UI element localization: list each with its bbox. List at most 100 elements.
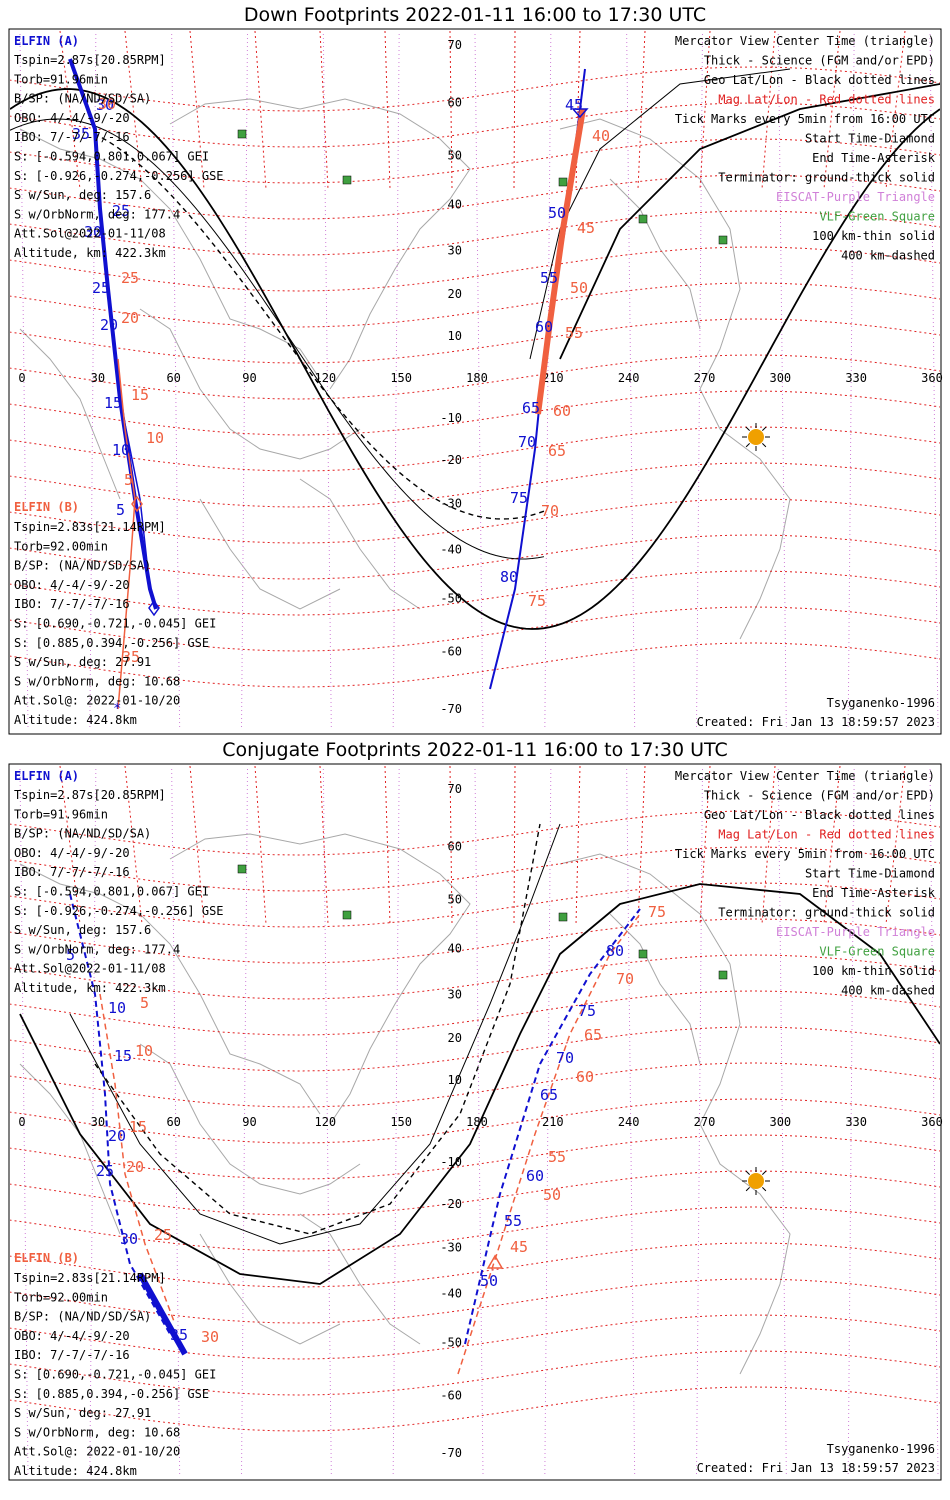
- longitude-tick-label: 210: [542, 1115, 564, 1129]
- elfin-a-time-tick: 20: [100, 316, 118, 334]
- longitude-tick-label: 180: [466, 1115, 488, 1129]
- elfin-b-track: [457, 913, 641, 1375]
- geo-longitude-line: [19, 768, 29, 1476]
- elfin-a-time-tick: 5: [66, 946, 75, 964]
- mag-latitude-line: [10, 102, 940, 148]
- mag-longitude-line: [384, 765, 391, 925]
- longitude-tick-label: 360: [921, 1115, 943, 1129]
- longitude-tick-label: 330: [845, 371, 867, 385]
- longitude-tick-label: 210: [542, 371, 564, 385]
- mag-latitude-line: [10, 498, 940, 544]
- longitude-tick-label: 120: [314, 371, 336, 385]
- legend-item: Tick Marks every 5min from 16:00 UTC: [675, 112, 935, 126]
- elfin-a-time-tick: 70: [556, 1049, 574, 1067]
- elfin-b-info-line: B/SP: (NA/ND/SD/SA): [14, 1310, 151, 1324]
- geo-longitude-line: [696, 768, 703, 1476]
- vlf-station-square: [237, 129, 247, 139]
- legend-item: Mercator View Center Time (triangle): [675, 34, 935, 48]
- mag-longitude-line: [189, 30, 205, 190]
- sun-icon: [742, 423, 770, 451]
- elfin-a-info-line: S: [-0.594,0.801,0.067] GEI: [14, 885, 209, 899]
- elfin-b-info-line: Att.Sol@: 2022-01-10/20: [14, 694, 180, 708]
- elfin-b-time-tick: 55: [548, 1148, 566, 1166]
- elfin-b-title: ELFIN (B): [14, 500, 79, 514]
- mag-longitude-line: [513, 30, 516, 190]
- panel-frame: [8, 28, 942, 735]
- elfin-a-time-tick: 10: [108, 999, 126, 1017]
- mag-longitude-line: [699, 30, 711, 190]
- map-area: [10, 30, 940, 730]
- mag-longitude-line: [59, 30, 81, 190]
- mag-longitude-line: [59, 765, 81, 925]
- legend-item: Terminator: ground-thick solid: [718, 171, 935, 185]
- latitude-tick-label: -70: [440, 702, 462, 716]
- legend-item: VLF-Green Square: [819, 945, 935, 959]
- mag-latitude-line: [10, 1242, 940, 1288]
- legend-item: Geo Lat/Lon - Black dotted lines: [704, 73, 935, 87]
- mag-longitude-line: [761, 765, 776, 925]
- elfin-a-info-line: B/SP: (NA/ND/SD/SA): [14, 92, 151, 106]
- legend-item: 400 km-dashed: [841, 984, 935, 998]
- mag-longitude-line: [637, 765, 646, 925]
- elfin-a-time-tick: 5: [116, 501, 125, 519]
- legend-item: End Time-Asterisk: [812, 886, 936, 900]
- elfin-b-time-tick: 65: [584, 1026, 602, 1044]
- elfin-b-time-tick: 10: [146, 429, 164, 447]
- elfin-a-time-tick: 30: [96, 96, 114, 114]
- terminator-100km: [69, 823, 561, 1245]
- latitude-tick-label: -50: [440, 591, 462, 605]
- elfin-b-time-tick: 50: [570, 279, 588, 297]
- elfin-b-info: ELFIN (B) Tspin=2.83s[21.14RPM] Torb=92.00…: [14, 500, 216, 727]
- terminator-100km: [10, 118, 545, 560]
- vlf-station-square: [237, 864, 247, 874]
- view-center-triangle: [486, 1254, 504, 1269]
- elfin-a-time-tick: 10: [112, 441, 130, 459]
- elfin-b-info-line: S: [0.690,-0.721,-0.045] GEI: [14, 1368, 216, 1382]
- coastline: [559, 118, 791, 640]
- longitude-tick-label: 150: [390, 371, 412, 385]
- legend-item: 100 km-thin solid: [812, 964, 935, 978]
- elfin-a-info-line: S: [-0.594,0.801,0.067] GEI: [14, 150, 209, 164]
- mag-latitude-line: [10, 954, 940, 1000]
- elfin-a-time-tick: 75: [578, 1002, 596, 1020]
- elfin-a-info-line: IBO: 7/-7/-7/-16: [14, 130, 130, 144]
- elfin-b-track: [99, 993, 176, 1325]
- legend-item: Terminator: ground-thick solid: [718, 906, 935, 920]
- elfin-a-title: ELFIN (A): [14, 769, 79, 783]
- elfin-a-time-tick: 25: [112, 202, 130, 220]
- legend: Mercator View Center Time (triangle) Thic…: [675, 769, 936, 998]
- mag-longitude-line: [124, 765, 143, 925]
- elfin-b-time-tick: 75: [648, 903, 666, 921]
- elfin-b-info-line: OBO: 4/-4/-9/-20: [14, 1329, 130, 1343]
- mag-longitude-line: [513, 765, 516, 925]
- elfin-b-info-line: IBO: 7/-7/-7/-16: [14, 1348, 130, 1362]
- mag-latitude-line: [10, 210, 940, 256]
- terminator-ground: [559, 83, 940, 360]
- elfin-a-info-line: IBO: 7/-7/-7/-16: [14, 865, 130, 879]
- legend-item: 400 km-dashed: [841, 249, 935, 263]
- latitude-tick-label: -50: [440, 1335, 462, 1349]
- elfin-b-time-tick: 40: [592, 127, 610, 145]
- latitude-tick-label: 70: [448, 782, 462, 796]
- latitude-tick-label: 20: [448, 287, 462, 301]
- mag-latitude-line: [10, 810, 940, 856]
- coastline: [19, 863, 321, 1115]
- longitude-tick-label: 180: [466, 371, 488, 385]
- mag-longitude-line: [637, 30, 646, 190]
- geo-longitude-line: [89, 768, 97, 1476]
- legend-item: Mag Lat/Lon - Red dotted lines: [718, 828, 935, 842]
- longitude-tick-label: 0: [18, 1115, 25, 1129]
- elfin-b-info-line: S w/OrbNorm, deg: 10.68: [14, 1425, 180, 1439]
- elfin-b-time-tick: 60: [576, 1068, 594, 1086]
- elfin-a-info-line: S: [-0.926,-0.274,-0.256] GSE: [14, 904, 224, 918]
- mag-latitude-line: [10, 426, 940, 472]
- elfin-a-time-tick: 80: [500, 568, 518, 586]
- elfin-b-info-line: S: [0.885,0.394,-0.256] GSE: [14, 636, 209, 650]
- latitude-tick-label: -30: [440, 497, 462, 511]
- mag-longitude-line: [449, 765, 453, 925]
- elfin-a-track: [107, 288, 151, 590]
- geo-longitude-line: [322, 768, 332, 1476]
- longitude-tick-label: 240: [618, 371, 640, 385]
- elfin-b-time-tick: 20: [121, 309, 139, 327]
- footer-model: Tsyganenko-1996: [827, 696, 935, 710]
